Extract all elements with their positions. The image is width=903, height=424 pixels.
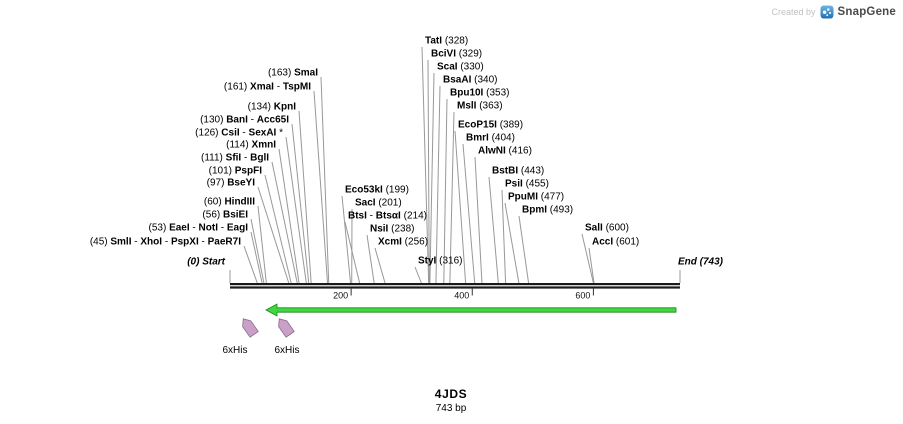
features — [242, 303, 677, 338]
sequence-length: 743 bp — [435, 403, 467, 414]
his-tag-arrow — [242, 318, 259, 338]
sequence-name: 4JDS — [434, 387, 468, 401]
ruler: 200 400 600 — [333, 288, 594, 301]
snapgene-logo-icon — [820, 5, 834, 19]
title-block: 4JDS 743 bp — [435, 387, 467, 414]
orf-arrow — [265, 303, 677, 317]
callout-lines — [229, 46, 681, 284]
sequence-bar — [230, 283, 680, 289]
created-by-text: Created by — [771, 7, 816, 17]
svg-text:600: 600 — [575, 291, 590, 301]
watermark: Created by SnapGene — [771, 5, 896, 19]
svg-text:200: 200 — [333, 291, 348, 301]
svg-text:400: 400 — [454, 291, 469, 301]
snapgene-brand-text: SnapGene — [837, 6, 896, 18]
his-tag-arrow — [278, 318, 295, 338]
